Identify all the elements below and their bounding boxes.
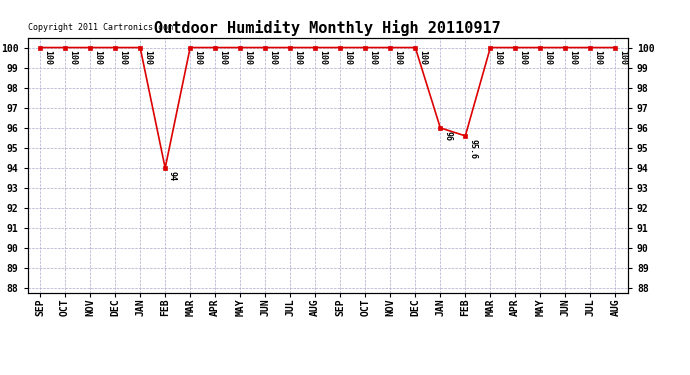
Text: 100: 100 bbox=[243, 50, 252, 65]
Text: 100: 100 bbox=[293, 50, 302, 65]
Text: 100: 100 bbox=[93, 50, 102, 65]
Text: 100: 100 bbox=[368, 50, 377, 65]
Text: 100: 100 bbox=[218, 50, 227, 65]
Title: Outdoor Humidity Monthly High 20110917: Outdoor Humidity Monthly High 20110917 bbox=[155, 20, 501, 36]
Text: 100: 100 bbox=[568, 50, 577, 65]
Text: 95.6: 95.6 bbox=[468, 139, 477, 159]
Text: 100: 100 bbox=[593, 50, 602, 65]
Text: 100: 100 bbox=[343, 50, 352, 65]
Text: 100: 100 bbox=[118, 50, 127, 65]
Text: 100: 100 bbox=[43, 50, 52, 65]
Text: 100: 100 bbox=[418, 50, 427, 65]
Text: 100: 100 bbox=[318, 50, 327, 65]
Text: 100: 100 bbox=[268, 50, 277, 65]
Text: 100: 100 bbox=[393, 50, 402, 65]
Text: 100: 100 bbox=[493, 50, 502, 65]
Text: 100: 100 bbox=[618, 50, 627, 65]
Text: 100: 100 bbox=[518, 50, 527, 65]
Text: 100: 100 bbox=[143, 50, 152, 65]
Text: 96: 96 bbox=[443, 130, 452, 141]
Text: 100: 100 bbox=[193, 50, 202, 65]
Text: 100: 100 bbox=[543, 50, 552, 65]
Text: 100: 100 bbox=[68, 50, 77, 65]
Text: Copyright 2011 Cartronics.com: Copyright 2011 Cartronics.com bbox=[28, 23, 172, 32]
Text: 94: 94 bbox=[168, 171, 177, 181]
